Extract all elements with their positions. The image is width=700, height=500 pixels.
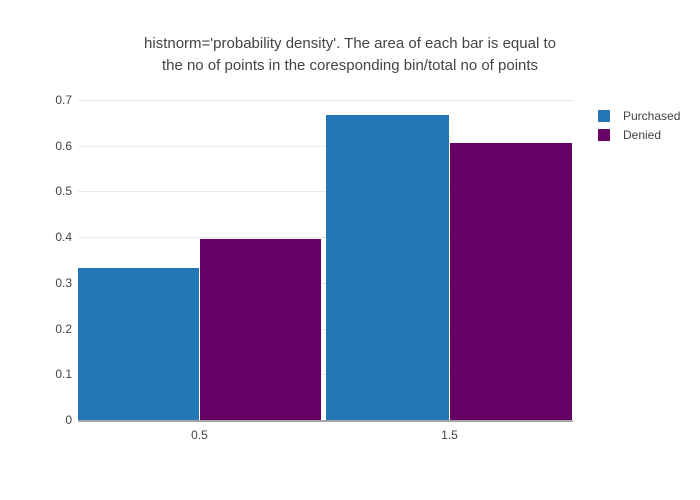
x-axis-tick-label: 0.5: [191, 428, 208, 442]
y-axis-tick-label: 0: [65, 413, 72, 427]
legend: Purchased Denied: [598, 106, 680, 144]
y-axis-tick-label: 0.3: [55, 275, 72, 290]
gridline: [78, 282, 573, 284]
plot-area[interactable]: [78, 100, 573, 422]
chart-title-line-1: histnorm='probability density'. The area…: [144, 35, 556, 52]
legend-item-purchased[interactable]: Purchased: [598, 106, 680, 125]
legend-item-denied[interactable]: Denied: [598, 125, 680, 144]
gridline: [78, 191, 573, 193]
legend-label: Purchased: [623, 108, 681, 123]
gridline: [78, 145, 573, 147]
y-axis-tick-label: 0.5: [55, 184, 72, 199]
y-axis-tick-label: 0.4: [55, 230, 72, 245]
legend-label: Denied: [623, 127, 662, 142]
y-axis-tick-label: 0.1: [55, 367, 72, 382]
bar-denied-bin-0.5[interactable]: [200, 239, 321, 420]
legend-swatch-icon: [598, 128, 610, 141]
bar-purchased-bin-0.5[interactable]: [78, 267, 199, 420]
chart-title-line-2: the no of points in the coresponding bin…: [161, 57, 539, 74]
gridline: [78, 237, 573, 239]
legend-swatch-icon: [598, 109, 610, 122]
gridline: [78, 374, 573, 376]
y-axis-tick-label: 0.6: [55, 138, 72, 153]
bar-purchased-bin-1.5[interactable]: [326, 115, 449, 420]
chart-title: histnorm='probability density'. The area…: [0, 33, 700, 77]
x-axis-tick-label: 1.5: [441, 428, 458, 442]
bar-denied-bin-1.5[interactable]: [450, 143, 572, 420]
y-axis-tick-label: 0.2: [55, 321, 72, 336]
gridline: [78, 328, 573, 330]
y-axis-tick-label: 0.7: [55, 93, 72, 107]
gridline: [78, 100, 573, 101]
